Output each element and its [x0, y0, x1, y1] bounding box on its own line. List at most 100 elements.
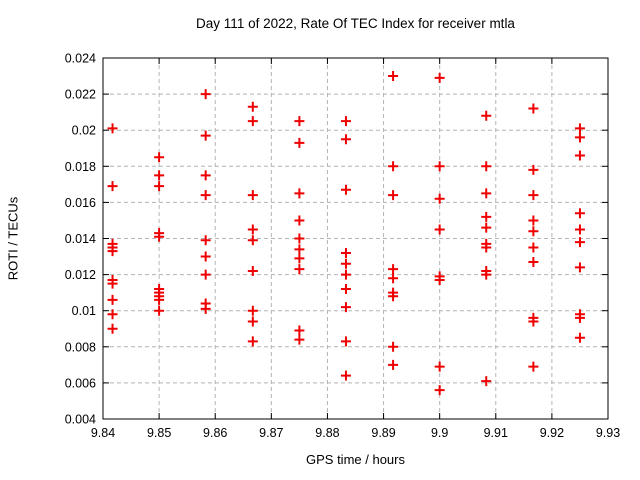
data-point: [481, 222, 492, 233]
data-point: [528, 361, 539, 372]
x-tick-label: 9.86: [203, 426, 227, 440]
data-point: [200, 235, 211, 246]
data-point: [528, 190, 539, 201]
data-point: [294, 137, 305, 148]
data-point: [154, 294, 165, 305]
y-tick-label: 0.014: [65, 232, 96, 246]
data-point: [247, 316, 258, 327]
data-point: [481, 211, 492, 222]
data-point: [247, 305, 258, 316]
data-point: [574, 123, 585, 134]
data-point: [481, 110, 492, 121]
data-point: [434, 193, 445, 204]
data-point: [434, 224, 445, 235]
data-point: [154, 152, 165, 163]
data-point: [200, 251, 211, 262]
data-point: [200, 303, 211, 314]
chart-title: Day 111 of 2022, Rate Of TEC Index for r…: [196, 16, 515, 31]
data-point: [388, 291, 399, 302]
data-point: [200, 269, 211, 280]
data-point: [574, 150, 585, 161]
data-point: [340, 134, 351, 145]
data-point: [200, 89, 211, 100]
data-point: [481, 161, 492, 172]
data-point: [247, 101, 258, 112]
data-point: [388, 161, 399, 172]
data-point: [247, 336, 258, 347]
data-point: [200, 170, 211, 181]
plot-border: [102, 57, 609, 420]
data-point: [434, 72, 445, 83]
data-point: [294, 116, 305, 127]
data-point: [154, 305, 165, 316]
data-point: [247, 224, 258, 235]
y-tick-label: 0.01: [72, 304, 96, 318]
data-point: [340, 184, 351, 195]
data-point: [528, 226, 539, 237]
data-point: [200, 190, 211, 201]
data-point: [574, 132, 585, 143]
data-point: [107, 309, 118, 320]
data-point: [388, 190, 399, 201]
data-point: [574, 262, 585, 273]
data-point: [574, 312, 585, 323]
x-tick-label: 9.93: [596, 426, 620, 440]
x-tick-label: 9.88: [315, 426, 339, 440]
x-tick-label: 9.89: [371, 426, 395, 440]
data-point: [154, 231, 165, 242]
data-point: [294, 233, 305, 244]
y-tick-label: 0.018: [65, 160, 96, 174]
y-tick-label: 0.022: [65, 88, 96, 102]
data-point: [528, 215, 539, 226]
data-point: [388, 273, 399, 284]
data-point: [107, 123, 118, 134]
x-tick-label: 9.9: [431, 426, 448, 440]
data-point: [294, 188, 305, 199]
data-point: [294, 244, 305, 255]
data-point: [528, 242, 539, 253]
y-tick-label: 0.004: [65, 413, 96, 427]
data-point: [247, 235, 258, 246]
data-point: [340, 336, 351, 347]
x-tick-label: 9.84: [91, 426, 115, 440]
data-point: [247, 116, 258, 127]
data-point: [574, 224, 585, 235]
data-point: [294, 253, 305, 264]
x-tick-label: 9.92: [540, 426, 564, 440]
data-point: [574, 208, 585, 219]
y-tick-label: 0.016: [65, 196, 96, 210]
data-point: [340, 302, 351, 313]
data-point: [481, 376, 492, 387]
data-point: [434, 361, 445, 372]
data-point: [294, 325, 305, 336]
x-axis-label: GPS time / hours: [306, 452, 405, 467]
data-point: [528, 103, 539, 114]
data-point: [107, 181, 118, 192]
x-tick-label: 9.87: [259, 426, 283, 440]
data-point: [340, 258, 351, 269]
data-point: [340, 284, 351, 295]
data-point: [388, 264, 399, 275]
data-point: [200, 130, 211, 141]
data-point: [481, 269, 492, 280]
data-point: [574, 237, 585, 248]
data-point: [434, 161, 445, 172]
x-tick-label: 9.91: [484, 426, 508, 440]
data-point: [294, 215, 305, 226]
data-point: [434, 275, 445, 286]
data-point: [340, 370, 351, 381]
data-point: [294, 264, 305, 275]
data-point: [107, 278, 118, 289]
y-tick-label: 0.006: [65, 376, 96, 390]
data-point: [528, 316, 539, 327]
y-tick-label: 0.02: [72, 124, 96, 138]
x-tick-label: 9.85: [147, 426, 171, 440]
data-point: [247, 265, 258, 276]
data-point: [481, 188, 492, 199]
y-tick-label: 0.008: [65, 340, 96, 354]
data-point: [340, 247, 351, 258]
data-point: [528, 164, 539, 175]
y-tick-label: 0.012: [65, 268, 96, 282]
